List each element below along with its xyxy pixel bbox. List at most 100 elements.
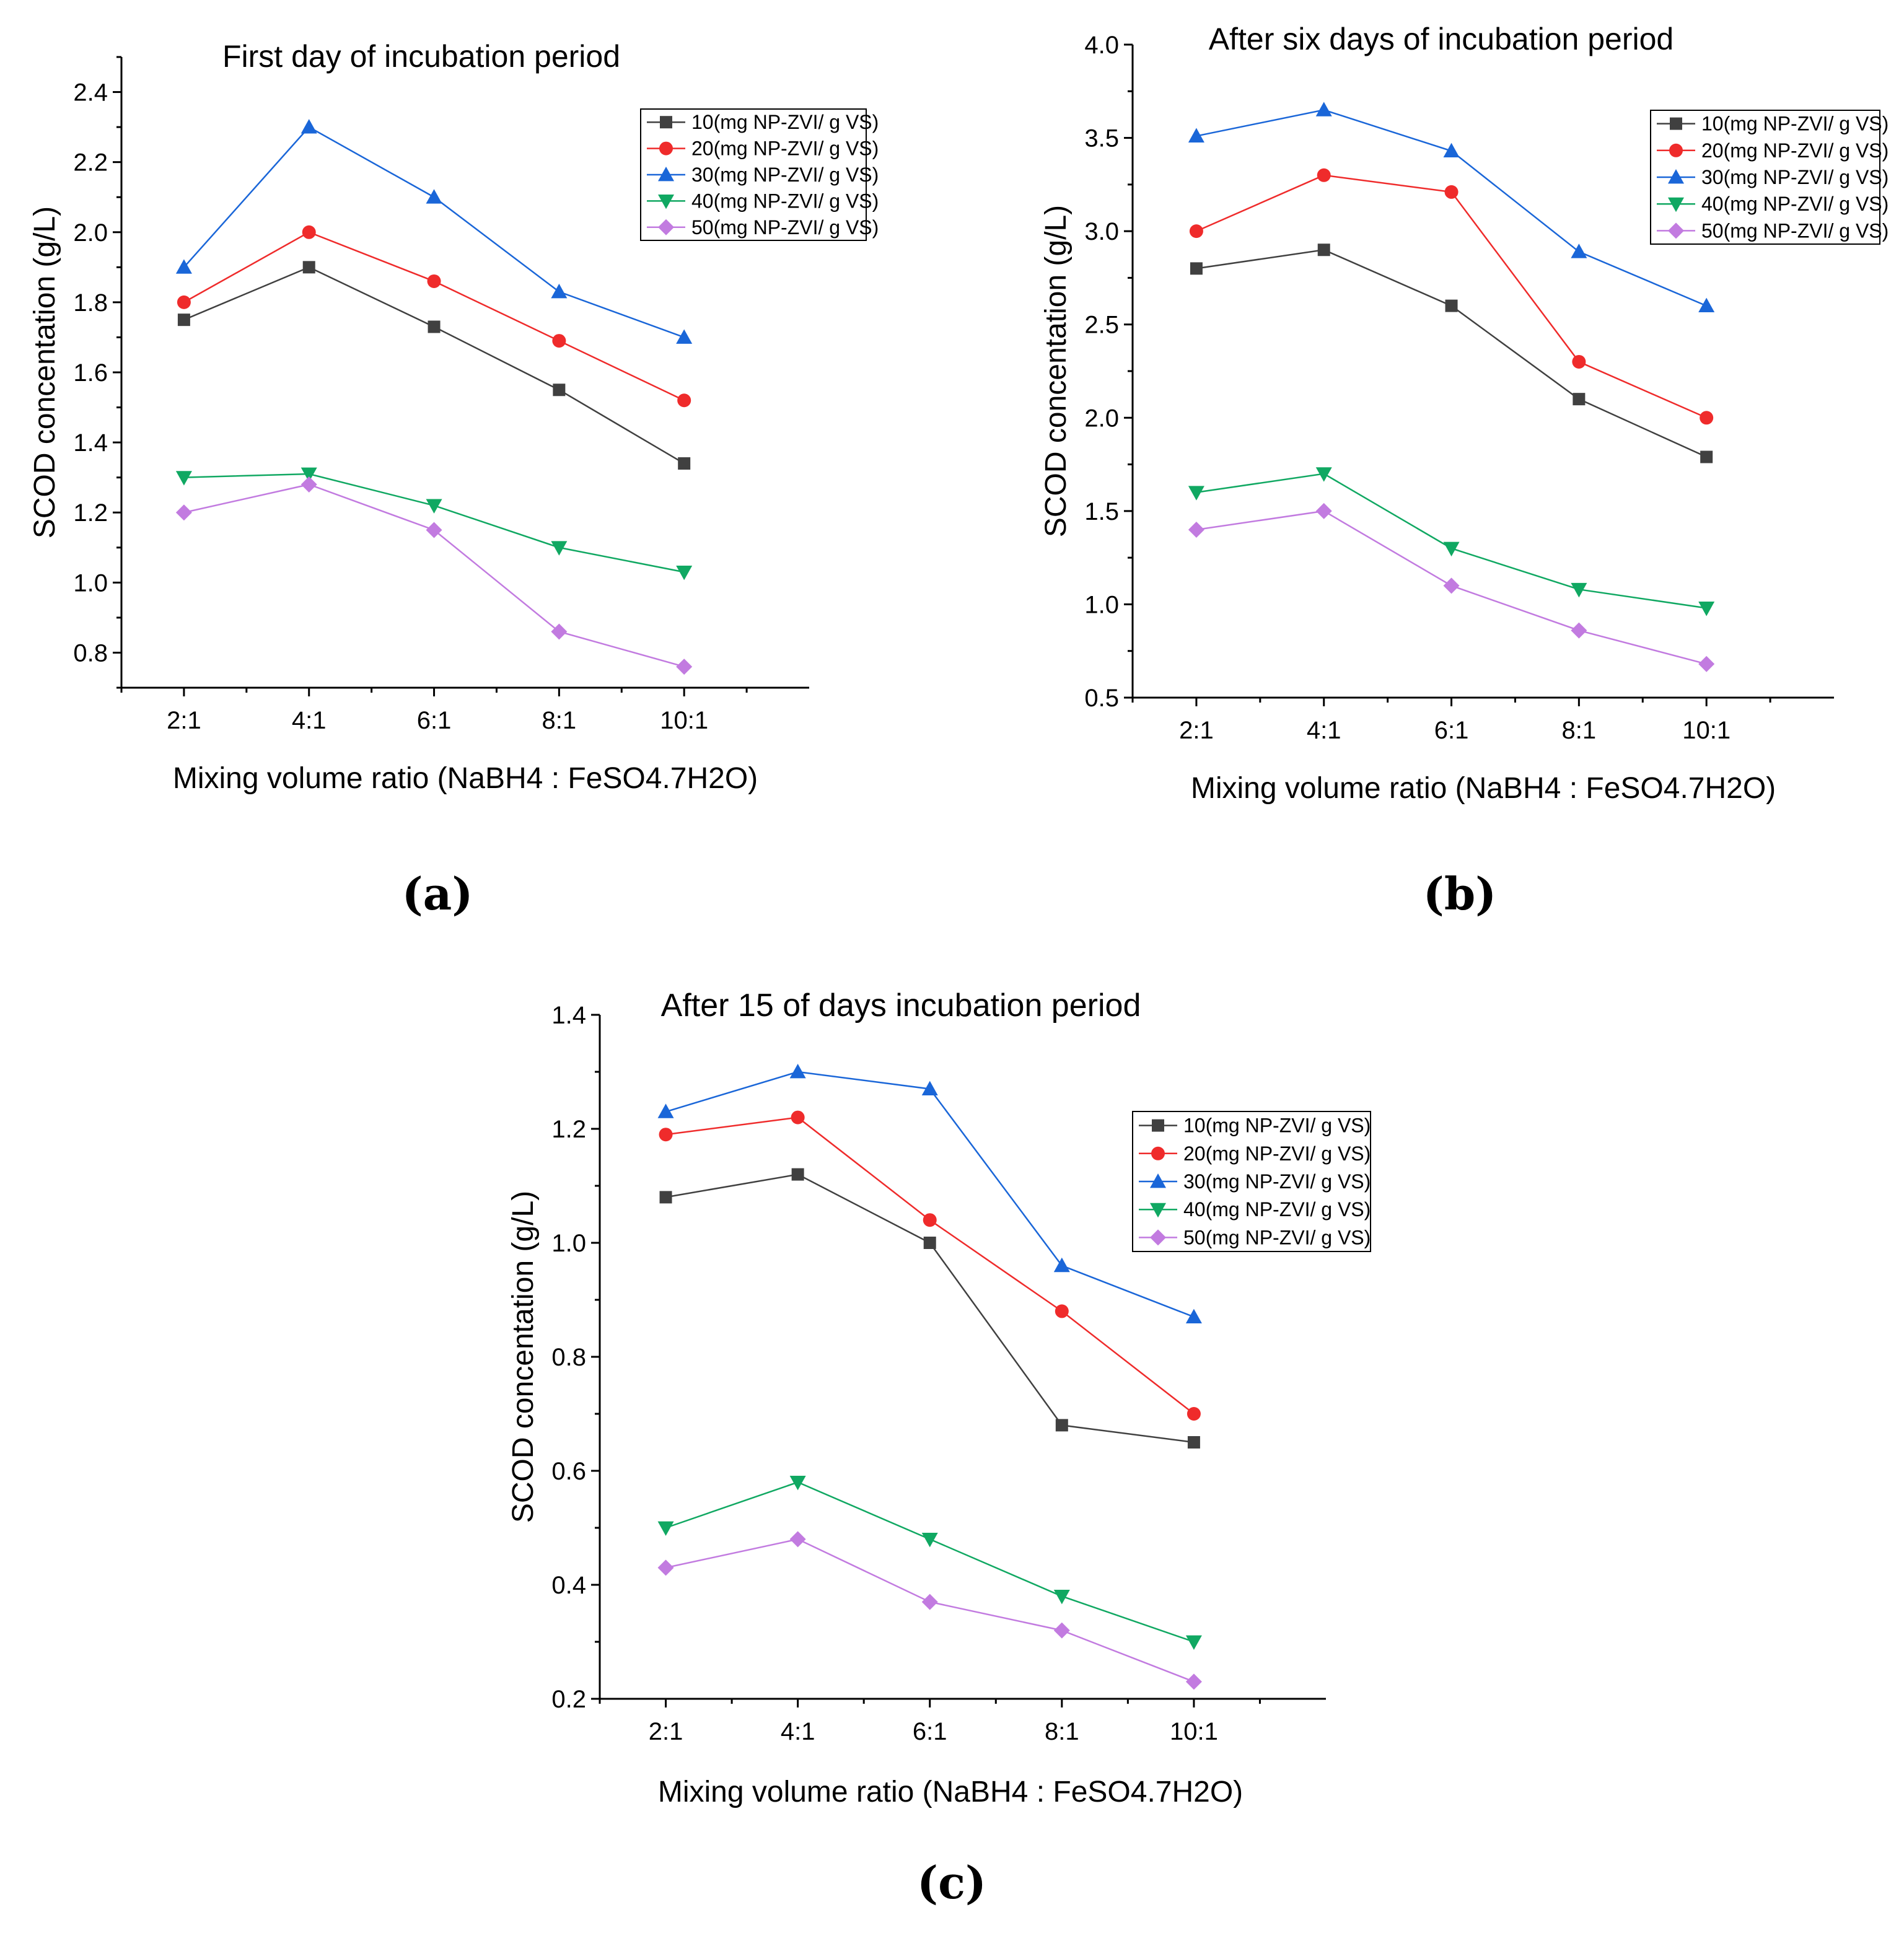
- y-tick-label-c: 0.2: [551, 1686, 586, 1713]
- y-tick-label-a: 1.8: [73, 289, 108, 317]
- data-point-a-40-3: [551, 541, 568, 556]
- data-point-a-40-2: [426, 499, 442, 514]
- data-point-c-50-3: [1053, 1622, 1070, 1639]
- y-tick-label-b: 2.5: [1084, 312, 1119, 339]
- data-point-c-10-2: [923, 1237, 936, 1249]
- legend-marker-c-30: [1150, 1173, 1166, 1188]
- y-tick-label-a: 1.0: [73, 569, 108, 597]
- data-point-c-50-0: [657, 1559, 674, 1576]
- legend-label-b-40: 40(mg NP-ZVI/ g VS): [1701, 193, 1889, 215]
- data-point-a-50-1: [301, 476, 317, 493]
- legend-marker-c-20: [1151, 1146, 1165, 1160]
- y-tick-label-b: 1.5: [1084, 498, 1119, 525]
- data-point-b-20-4: [1700, 411, 1714, 425]
- y-tick-label-c: 0.4: [551, 1572, 586, 1599]
- data-point-a-30-3: [551, 283, 568, 299]
- data-point-b-30-3: [1571, 243, 1587, 258]
- data-point-c-10-1: [791, 1168, 804, 1181]
- chart-title-b: After six days of incubation period: [1209, 22, 1674, 56]
- y-tick-label-a: 2.0: [73, 219, 108, 247]
- y-tick-label-a: 2.4: [73, 79, 108, 107]
- y-tick-label-c: 1.4: [551, 1002, 586, 1029]
- data-point-b-50-0: [1188, 521, 1204, 538]
- y-axis-label-c: SCOD concentation (g/L): [507, 1191, 540, 1523]
- legend-label-c-50: 50(mg NP-ZVI/ g VS): [1183, 1226, 1371, 1248]
- data-point-a-20-1: [302, 225, 316, 239]
- legend-label-c-20: 20(mg NP-ZVI/ g VS): [1183, 1142, 1371, 1165]
- data-point-b-50-4: [1698, 655, 1715, 672]
- y-tick-label-c: 0.6: [551, 1458, 586, 1485]
- x-axis-label-c: Mixing volume ratio (NaBH4 : FeSO4.7H2O): [658, 1776, 1243, 1808]
- legend-marker-a-40: [658, 195, 674, 209]
- data-point-a-20-2: [427, 274, 441, 288]
- data-point-a-10-0: [177, 313, 190, 327]
- legend-marker-a-10: [660, 116, 672, 129]
- data-point-a-50-4: [676, 659, 693, 675]
- x-tick-label-a: 6:1: [417, 707, 452, 734]
- y-tick-label-c: 0.8: [551, 1344, 586, 1371]
- data-point-c-40-1: [789, 1476, 806, 1491]
- data-point-c-30-4: [1185, 1308, 1202, 1323]
- data-point-b-40-1: [1315, 467, 1332, 482]
- x-tick-label-a: 2:1: [167, 707, 201, 734]
- legend-marker-b-20: [1669, 143, 1683, 157]
- data-point-c-20-2: [923, 1213, 937, 1227]
- data-point-b-30-0: [1188, 128, 1204, 142]
- data-point-a-40-4: [676, 565, 693, 581]
- data-point-b-10-1: [1317, 243, 1330, 256]
- y-tick-label-a: 1.4: [73, 429, 108, 457]
- data-point-c-10-4: [1187, 1436, 1200, 1449]
- data-point-c-40-4: [1185, 1635, 1202, 1650]
- x-tick-label-a: 4:1: [292, 707, 327, 734]
- y-tick-label-a: 1.6: [73, 359, 108, 387]
- data-point-a-10-1: [302, 261, 315, 274]
- data-point-c-30-3: [1053, 1257, 1070, 1273]
- data-point-b-30-2: [1443, 142, 1460, 158]
- data-point-c-50-2: [921, 1593, 938, 1610]
- legend-marker-c-10: [1152, 1119, 1164, 1132]
- legend-marker-b-30: [1668, 169, 1684, 184]
- data-point-b-10-3: [1573, 393, 1586, 406]
- legend-marker-a-30: [658, 167, 674, 182]
- legend-marker-b-40: [1668, 197, 1684, 213]
- x-axis-label-a: Mixing volume ratio (NaBH4 : FeSO4.7H2O): [173, 762, 758, 795]
- data-point-a-30-0: [175, 259, 192, 274]
- chart-panel-c: 0.2 0.4 0.6 0.8 1.0 1.2 1.4 2:1 4:1 6:1 8:1 10:1 Aft…: [507, 988, 1371, 1808]
- data-point-a-40-1: [301, 467, 317, 483]
- data-point-b-50-2: [1443, 577, 1460, 594]
- data-point-b-50-1: [1315, 502, 1332, 519]
- data-point-b-20-1: [1317, 168, 1331, 182]
- data-point-c-40-3: [1053, 1590, 1070, 1605]
- legend-label-c-10: 10(mg NP-ZVI/ g VS): [1183, 1115, 1371, 1137]
- data-point-a-40-0: [175, 471, 192, 486]
- data-point-c-30-2: [921, 1080, 938, 1095]
- data-point-c-20-4: [1187, 1407, 1201, 1421]
- data-point-c-20-1: [791, 1110, 805, 1124]
- data-point-b-40-2: [1443, 541, 1460, 557]
- x-tick-label-b: 6:1: [1434, 717, 1469, 744]
- data-point-b-40-4: [1698, 602, 1715, 616]
- legend-label-b-50: 50(mg NP-ZVI/ g VS): [1701, 219, 1889, 242]
- legend-marker-a-20: [659, 141, 673, 156]
- legend-marker-b-50: [1668, 222, 1684, 239]
- data-point-c-50-1: [789, 1531, 806, 1548]
- x-tick-label-c: 6:1: [913, 1718, 947, 1745]
- y-tick-label-b: 3.5: [1084, 125, 1119, 152]
- legend-label-b-30: 30(mg NP-ZVI/ g VS): [1701, 166, 1889, 188]
- x-tick-label-c: 2:1: [649, 1718, 683, 1745]
- data-point-c-40-0: [657, 1521, 674, 1536]
- y-tick-label-b: 2.0: [1084, 405, 1119, 432]
- data-point-b-10-0: [1190, 262, 1203, 275]
- legend-label-a-40: 40(mg NP-ZVI/ g VS): [691, 190, 879, 212]
- legend-label-b-20: 20(mg NP-ZVI/ g VS): [1701, 139, 1889, 162]
- legend-marker-c-50: [1150, 1229, 1166, 1246]
- y-tick-label-a: 2.2: [73, 149, 108, 177]
- data-point-b-40-3: [1571, 582, 1587, 598]
- panel-label-a: (a): [402, 867, 473, 920]
- data-point-c-20-3: [1055, 1304, 1069, 1318]
- data-point-a-30-2: [426, 189, 442, 204]
- x-tick-label-a: 8:1: [542, 707, 577, 734]
- y-tick-label-b: 0.5: [1084, 685, 1119, 712]
- x-tick-label-c: 10:1: [1170, 1718, 1218, 1745]
- y-axis-label-a: SCOD concentation (g/L): [29, 206, 61, 538]
